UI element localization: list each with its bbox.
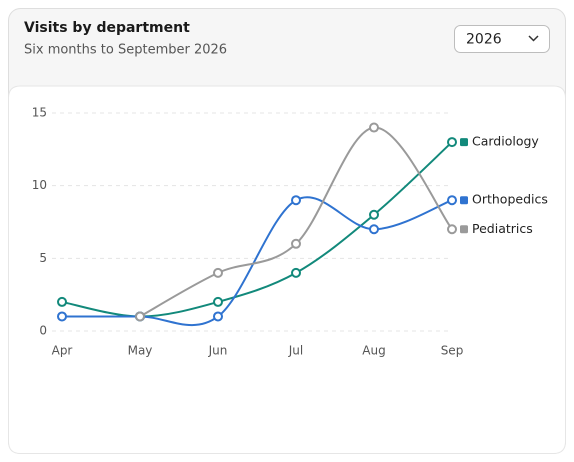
x-tick-label: May xyxy=(128,344,153,358)
x-tick-label: Jul xyxy=(288,344,303,358)
point xyxy=(57,311,67,322)
point xyxy=(447,195,457,206)
legend-swatch xyxy=(460,225,468,234)
series-line xyxy=(139,126,453,318)
point xyxy=(213,311,223,322)
point xyxy=(291,238,301,249)
x-tick-label: Jun xyxy=(208,344,228,358)
select-box[interactable] xyxy=(454,25,550,53)
y-tick-label: 5 xyxy=(39,251,47,265)
plot: 0 5 10 15 Apr May Jun Jul Aug Sep Cardiology Orthop… xyxy=(32,106,548,358)
point xyxy=(369,224,379,235)
x-tick-label: Aug xyxy=(362,344,385,358)
legend-swatch xyxy=(460,138,468,147)
point xyxy=(213,296,223,307)
legend-label: Orthopedics xyxy=(472,192,548,207)
y-tick-label: 10 xyxy=(32,178,47,192)
point xyxy=(291,267,301,278)
point xyxy=(447,224,457,235)
select-value[interactable]: 2026 xyxy=(466,32,502,48)
point xyxy=(447,137,457,148)
x-tick-label: Sep xyxy=(441,344,464,358)
chevron xyxy=(528,35,539,42)
point xyxy=(369,122,379,133)
point xyxy=(291,195,301,206)
x-tick-label: Apr xyxy=(52,344,73,358)
legend-swatch xyxy=(460,196,468,205)
point xyxy=(213,267,223,278)
chart-panel xyxy=(8,85,566,454)
legend-label: Cardiology xyxy=(472,134,539,149)
chart-subtitle: Six months to September 2026 xyxy=(24,43,227,58)
legend-label: Pediatrics xyxy=(472,221,533,236)
y-tick-label: 0 xyxy=(39,324,47,338)
chart-title: Visits by department xyxy=(24,20,190,36)
point xyxy=(57,296,67,307)
point xyxy=(135,311,145,322)
point xyxy=(369,209,379,220)
year-select[interactable]: 2026 xyxy=(454,25,550,53)
y-tick-label: 15 xyxy=(32,106,47,120)
